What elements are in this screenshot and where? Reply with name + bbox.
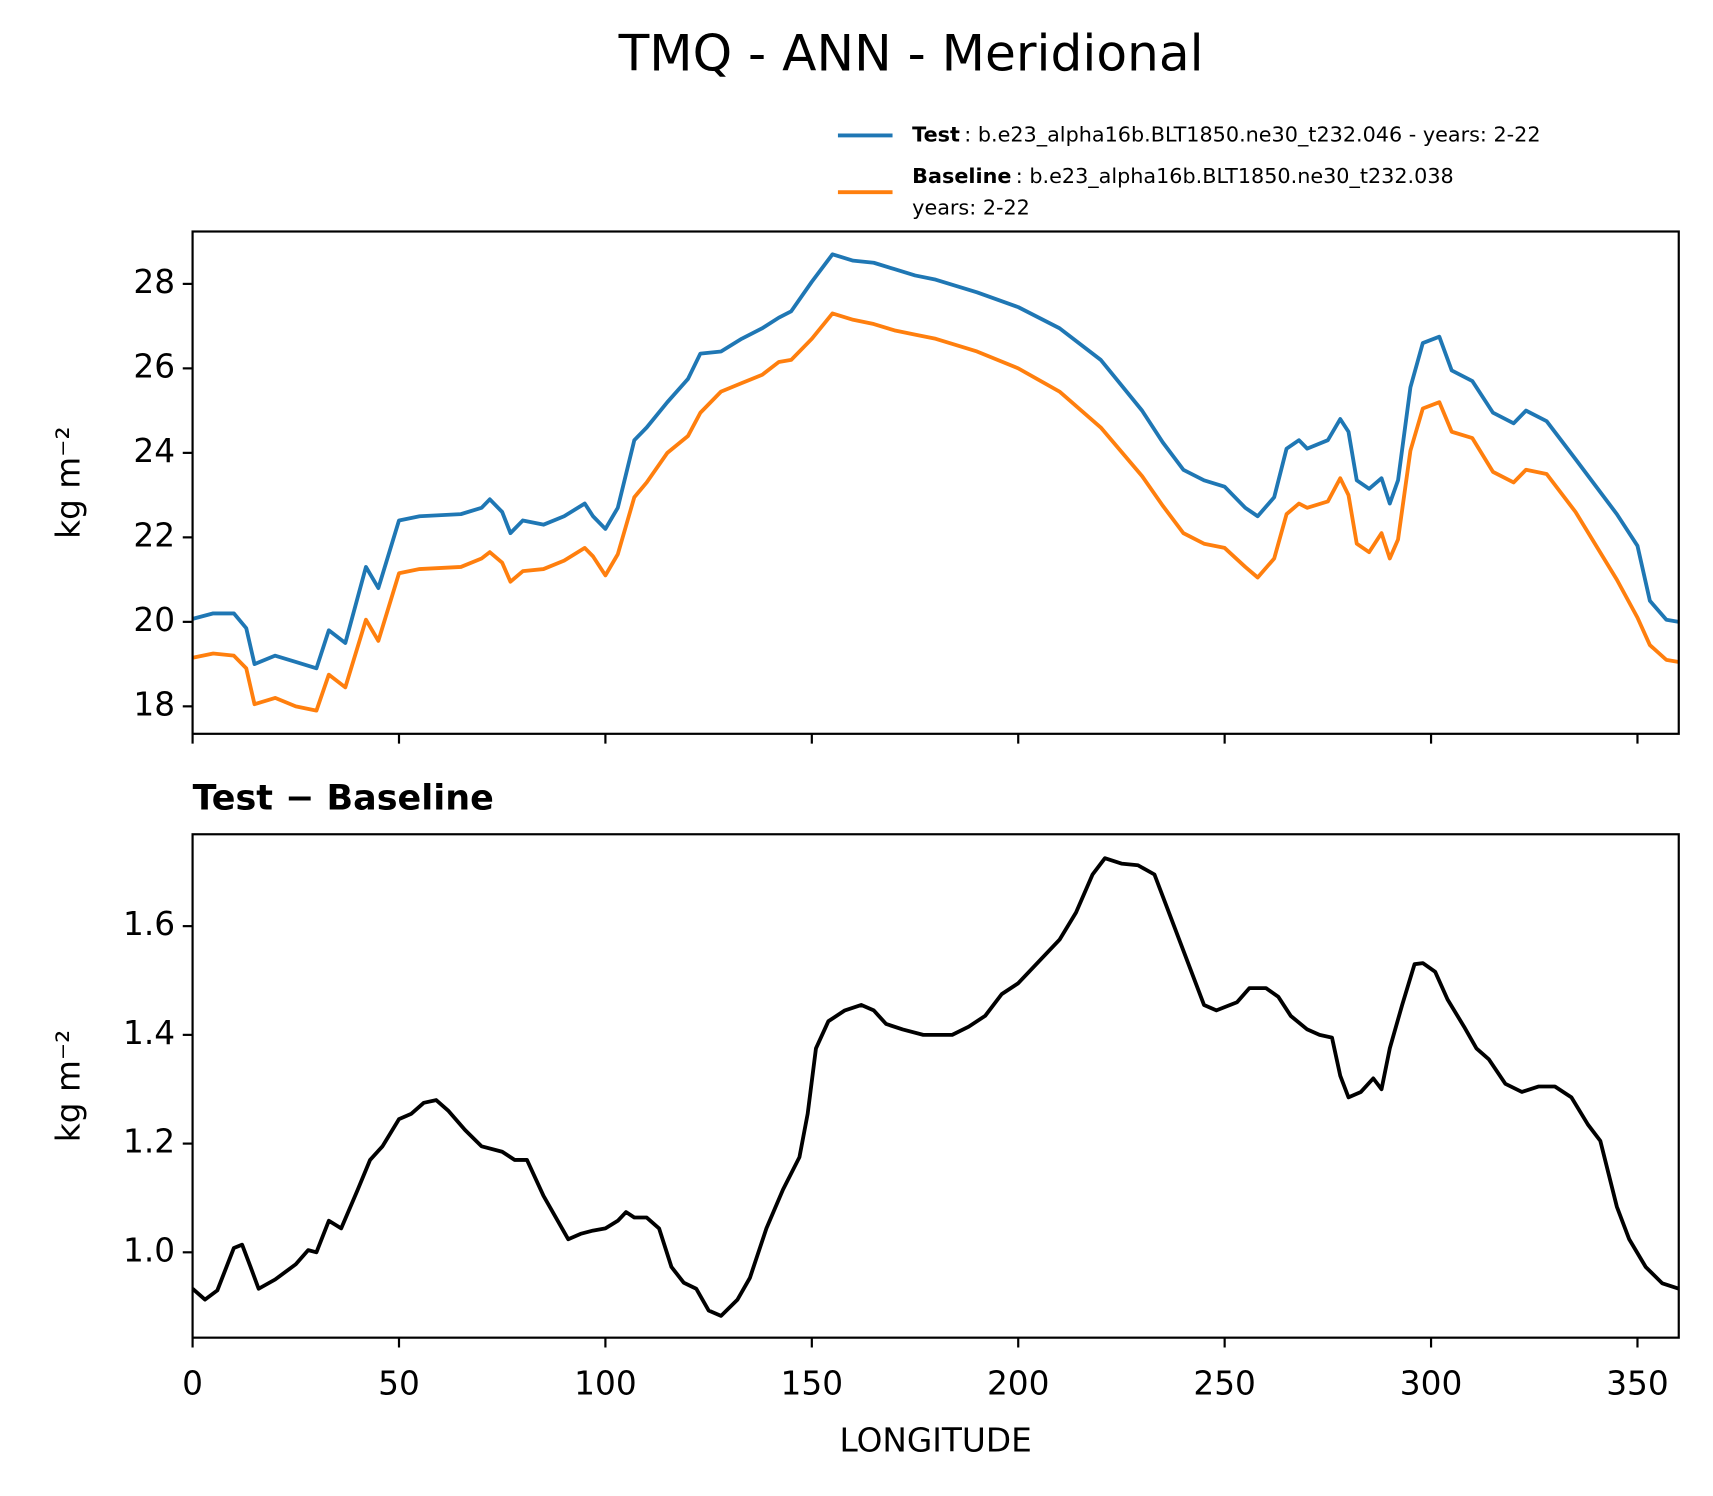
y-tick-label: 22 [133, 516, 175, 554]
y-tick-label: 20 [133, 601, 175, 639]
legend-label: Baseline: b.e23_alpha16b.BLT1850.ne30_t2… [912, 164, 1454, 189]
y-tick-label: 1.2 [123, 1123, 175, 1161]
data-line [192, 311, 1680, 713]
legend-description: : b.e23_alpha16b.BLT1850.ne30_t232.046 -… [964, 122, 1540, 147]
legend-description: : b.e23_alpha16b.BLT1850.ne30_t232.038 [1016, 164, 1454, 189]
legend-name: Test [912, 122, 960, 146]
x-tick-label: 350 [1606, 1365, 1669, 1403]
y-tick-label: 24 [133, 432, 175, 470]
x-tick-label: 200 [987, 1365, 1050, 1403]
legend-description: years: 2-22 [912, 196, 1030, 220]
x-tick-label: 100 [574, 1365, 637, 1403]
y-tick-label: 26 [133, 347, 175, 385]
axes-frame [191, 833, 1680, 1339]
x-axis-label: LONGITUDE [840, 1421, 1032, 1459]
legend-label: Test: b.e23_alpha16b.BLT1850.ne30_t232.0… [912, 122, 1540, 147]
y-tick-label: 28 [133, 263, 175, 301]
figure-title: TMQ - ANN - Meridional [618, 23, 1204, 82]
subplot-title: Test − Baseline [193, 778, 494, 818]
y-tick-label: 1.6 [123, 905, 175, 943]
y-axis-label: kg m⁻² [49, 426, 87, 538]
y-tick-label: 18 [133, 685, 175, 723]
x-tick-label: 150 [781, 1365, 844, 1403]
data-line [192, 252, 1680, 671]
y-axis-label: kg m⁻² [49, 1030, 87, 1142]
x-tick-label: 300 [1400, 1365, 1463, 1403]
data-line [191, 856, 1680, 1318]
x-tick-label: 250 [1193, 1365, 1256, 1403]
x-tick-label: 0 [182, 1365, 203, 1403]
legend-name: Baseline [912, 164, 1011, 188]
y-tick-label: 1.0 [123, 1231, 175, 1269]
x-tick-label: 50 [378, 1365, 420, 1403]
y-tick-label: 1.4 [123, 1014, 175, 1052]
axes-frame [191, 230, 1680, 735]
